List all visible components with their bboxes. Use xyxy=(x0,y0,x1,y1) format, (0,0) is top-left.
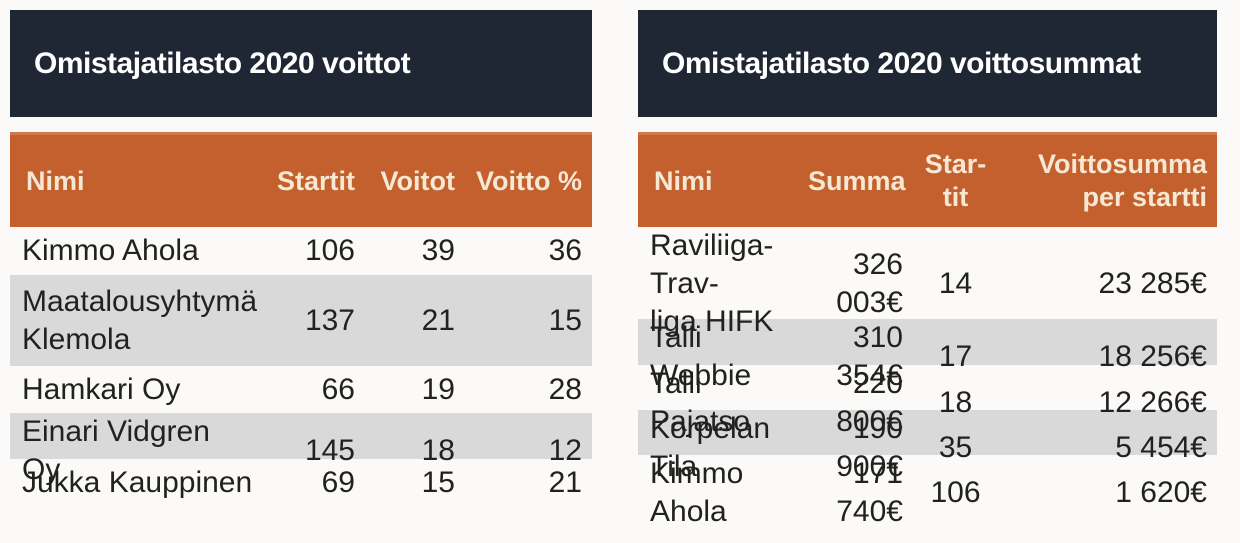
table-row: Korpelan Tila 190 900€ 35 5 454€ xyxy=(638,410,1217,483)
wins-value: 21 xyxy=(421,303,455,337)
wins-value: 15 xyxy=(421,466,455,499)
win-pct-value: 28 xyxy=(548,372,582,406)
winsums-table-title-bar: Omistajatilasto 2020 voittosummat xyxy=(638,10,1217,117)
table-row: Kimmo Ahola 106 39 36 xyxy=(10,227,592,275)
starts-value: 35 xyxy=(938,431,973,464)
winsums-table-column-header: Nimi Summa Star- tit Voittosumma per sta… xyxy=(638,132,1217,227)
table-row: Einari Vidgren Oy 145 18 12 xyxy=(10,413,592,486)
column-header-startit: Star- tit xyxy=(924,149,987,212)
column-header-voitto-pct: Voitto % xyxy=(476,165,582,196)
owner-name: Kimmo Ahola xyxy=(22,234,199,267)
starts-value: 18 xyxy=(938,386,973,419)
sum-per-start-value: 18 256€ xyxy=(1098,340,1207,373)
owner-name: Einari Vidgren Oy xyxy=(22,415,210,486)
win-pct-value: 12 xyxy=(548,434,582,467)
win-pct-value: 36 xyxy=(548,234,582,267)
column-header-nimi: Nimi xyxy=(26,165,85,196)
table-row: Maatalousyhtymä Klemola 137 21 15 xyxy=(10,275,592,366)
wins-value: 19 xyxy=(421,372,455,406)
sum-value: 326 003€ xyxy=(836,248,903,319)
column-header-startit: Startit xyxy=(276,165,355,196)
sum-per-start-value: 1 620€ xyxy=(1115,476,1207,509)
owner-name: Korpelan Tila xyxy=(650,412,771,483)
table-row: Talli Webbie 310 354€ 17 18 256€ xyxy=(638,319,1217,392)
winsums-table-title: Omistajatilasto 2020 voittosummat xyxy=(662,46,1141,80)
starts-value: 145 xyxy=(304,434,355,467)
owner-name: Maatalousyhtymä Klemola xyxy=(22,284,258,356)
owner-name: Kimmo Ahola xyxy=(650,457,744,528)
starts-value: 14 xyxy=(938,267,973,300)
starts-value: 106 xyxy=(930,476,981,509)
win-pct-value: 15 xyxy=(548,303,582,337)
column-header-nimi: Nimi xyxy=(654,165,713,196)
wins-table-title: Omistajatilasto 2020 voittot xyxy=(34,46,411,80)
owner-name: Raviliiga-Trav- liga HIFK xyxy=(650,229,774,338)
wins-table-title-bar: Omistajatilasto 2020 voittot xyxy=(10,10,592,117)
sum-value: 310 354€ xyxy=(836,321,903,392)
table-row: Talli Pajatso 220 800€ 18 12 266€ xyxy=(638,365,1217,438)
starts-value: 69 xyxy=(321,466,355,499)
table-row: Kimmo Ahola 171 740€ 106 1 620€ xyxy=(638,455,1217,528)
starts-value: 66 xyxy=(321,372,355,406)
table-row: Jukka Kauppinen 69 15 21 xyxy=(10,459,592,507)
wins-value: 18 xyxy=(421,434,455,467)
column-header-summa: Summa xyxy=(808,165,906,196)
sum-per-start-value: 5 454€ xyxy=(1115,431,1207,464)
owner-stats-wins-table: Omistajatilasto 2020 voittot Nimi Starti… xyxy=(10,10,592,507)
starts-value: 137 xyxy=(304,303,355,337)
wins-table-column-header: Nimi Startit Voitot Voitto % xyxy=(10,132,592,227)
owner-name: Talli Webbie xyxy=(650,321,752,392)
owner-name: Hamkari Oy xyxy=(22,372,181,406)
starts-value: 106 xyxy=(304,234,355,267)
sum-value: 220 800€ xyxy=(836,367,903,438)
table-row: Hamkari Oy 66 19 28 xyxy=(10,366,592,413)
owner-name: Jukka Kauppinen xyxy=(22,466,253,499)
win-pct-value: 21 xyxy=(548,466,582,499)
owner-name: Talli Pajatso xyxy=(650,367,751,438)
sum-per-start-value: 23 285€ xyxy=(1098,267,1207,300)
column-header-per-startti: Voittosumma per startti xyxy=(1037,149,1207,212)
sum-value: 190 900€ xyxy=(836,412,903,483)
wins-value: 39 xyxy=(421,234,455,267)
owner-stats-winsums-table: Omistajatilasto 2020 voittosummat Nimi S… xyxy=(638,10,1217,528)
table-row: Raviliiga-Trav- liga HIFK 326 003€ 14 23… xyxy=(638,227,1217,338)
starts-value: 17 xyxy=(938,340,973,373)
sum-per-start-value: 12 266€ xyxy=(1098,386,1207,419)
sum-value: 171 740€ xyxy=(836,457,903,528)
column-header-voitot: Voitot xyxy=(380,165,455,196)
